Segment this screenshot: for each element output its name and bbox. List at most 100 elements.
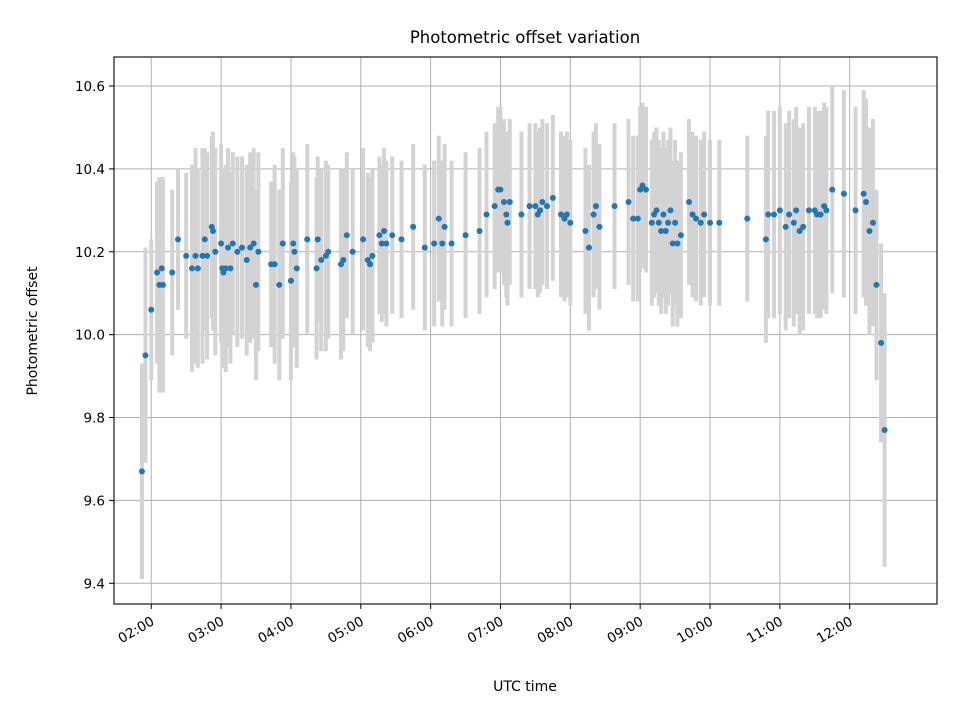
- y-tick-label: 10.0: [75, 328, 105, 344]
- data-point: [590, 211, 597, 218]
- data-point: [291, 248, 298, 255]
- data-point: [840, 190, 847, 197]
- data-point: [860, 190, 867, 197]
- data-point: [701, 211, 708, 218]
- data-point: [225, 244, 232, 251]
- data-point: [212, 248, 219, 255]
- data-point: [439, 240, 446, 247]
- data-point: [188, 265, 195, 272]
- data-point: [873, 281, 880, 288]
- data-point: [526, 203, 533, 210]
- y-tick-label: 9.6: [84, 493, 105, 509]
- data-point: [410, 223, 417, 230]
- data-point: [800, 223, 807, 230]
- plot-area-frame: [113, 56, 938, 605]
- data-point: [192, 252, 199, 259]
- data-point: [532, 203, 539, 210]
- x-tick-label: 09:00: [604, 614, 646, 647]
- data-point: [138, 468, 145, 475]
- data-point: [862, 199, 869, 206]
- data-point: [693, 215, 700, 222]
- data-point: [662, 228, 669, 235]
- data-points: [138, 182, 888, 475]
- data-point: [537, 207, 544, 214]
- y-tick-label: 10.6: [75, 79, 105, 95]
- data-point: [218, 240, 225, 247]
- data-point: [247, 244, 254, 251]
- x-tick-label: 08:00: [535, 614, 577, 647]
- data-point: [878, 339, 885, 346]
- data-point: [503, 211, 510, 218]
- data-point: [154, 269, 161, 276]
- data-point: [229, 240, 236, 247]
- x-tick-label: 04:00: [255, 614, 297, 647]
- data-point: [744, 215, 751, 222]
- data-point: [222, 265, 229, 272]
- data-point: [158, 265, 165, 272]
- data-point: [790, 219, 797, 226]
- data-point: [765, 211, 772, 218]
- x-axis-ticks: 02:00 03:00 04:00 05:00 06:00 07:00 08:00 09:00…: [116, 604, 856, 647]
- data-point: [349, 248, 356, 255]
- data-point: [201, 236, 208, 243]
- y-tick-label: 10.2: [75, 245, 105, 261]
- data-point: [287, 277, 294, 284]
- data-point: [582, 228, 589, 235]
- data-point: [686, 199, 693, 206]
- data-point: [491, 203, 498, 210]
- data-point: [497, 186, 504, 193]
- data-point: [669, 240, 676, 247]
- data-point: [142, 352, 149, 359]
- data-point: [227, 265, 234, 272]
- data-point: [596, 223, 603, 230]
- data-point: [762, 236, 769, 243]
- data-point: [869, 219, 876, 226]
- data-point: [558, 211, 565, 218]
- data-point: [672, 219, 679, 226]
- data-point: [204, 252, 211, 259]
- data-point: [343, 232, 350, 239]
- data-point: [462, 232, 469, 239]
- y-tick-label: 9.4: [84, 576, 105, 592]
- data-point: [506, 199, 513, 206]
- x-tick-label: 02:00: [116, 614, 158, 647]
- data-point: [383, 240, 390, 247]
- data-point: [183, 252, 190, 259]
- data-point: [253, 281, 260, 288]
- data-point: [360, 236, 367, 243]
- data-point: [716, 219, 723, 226]
- data-point: [567, 219, 574, 226]
- data-point: [665, 219, 672, 226]
- data-point: [707, 219, 714, 226]
- data-point: [376, 232, 383, 239]
- data-point: [293, 265, 300, 272]
- data-point: [689, 211, 696, 218]
- y-tick-label: 9.8: [84, 411, 105, 427]
- data-point: [378, 240, 385, 247]
- data-point: [648, 219, 655, 226]
- data-point: [852, 207, 859, 214]
- data-point: [549, 194, 556, 201]
- data-point: [276, 281, 283, 288]
- data-point: [250, 240, 257, 247]
- data-point: [563, 211, 570, 218]
- data-point: [642, 186, 649, 193]
- data-point: [655, 219, 662, 226]
- data-point: [674, 240, 681, 247]
- data-point: [389, 232, 396, 239]
- data-point: [881, 426, 888, 433]
- data-point: [677, 232, 684, 239]
- data-point: [639, 182, 646, 189]
- data-point: [148, 306, 155, 313]
- data-point: [634, 215, 641, 222]
- data-point: [369, 252, 376, 259]
- data-point: [817, 211, 824, 218]
- error-bars: [139, 86, 887, 580]
- data-point: [658, 228, 665, 235]
- data-point: [367, 261, 374, 268]
- data-point: [381, 228, 388, 235]
- data-point: [518, 211, 525, 218]
- data-point: [398, 236, 405, 243]
- data-point: [504, 219, 511, 226]
- data-point: [630, 215, 637, 222]
